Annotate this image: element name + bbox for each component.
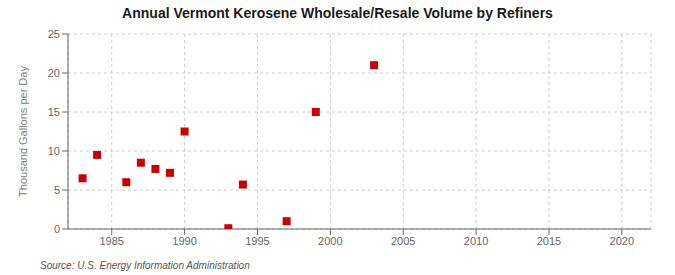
- svg-text:2015: 2015: [537, 235, 561, 247]
- svg-text:20: 20: [48, 67, 60, 79]
- svg-text:2005: 2005: [391, 235, 415, 247]
- html-text:Source: U.S. Energy Informatio: Source: U.S. Energy Information Administ…: [40, 260, 250, 271]
- svg-text:1990: 1990: [172, 235, 196, 247]
- svg-text:0: 0: [54, 223, 60, 235]
- svg-text:10: 10: [48, 145, 60, 157]
- svg-text:1985: 1985: [99, 235, 123, 247]
- html-text:Annual Vermont Kerosene Wholes: Annual Vermont Kerosene Wholesale/Resale…: [122, 5, 553, 21]
- svg-text:15: 15: [48, 106, 60, 118]
- svg-text:2020: 2020: [610, 235, 634, 247]
- svg-text:5: 5: [54, 184, 60, 196]
- svg-text:2000: 2000: [318, 235, 342, 247]
- svg-text:1995: 1995: [245, 235, 269, 247]
- svg-text:2010: 2010: [464, 235, 488, 247]
- svg-text:25: 25: [48, 28, 60, 40]
- svg-text:Thousand Gallons per Day: Thousand Gallons per Day: [17, 66, 29, 197]
